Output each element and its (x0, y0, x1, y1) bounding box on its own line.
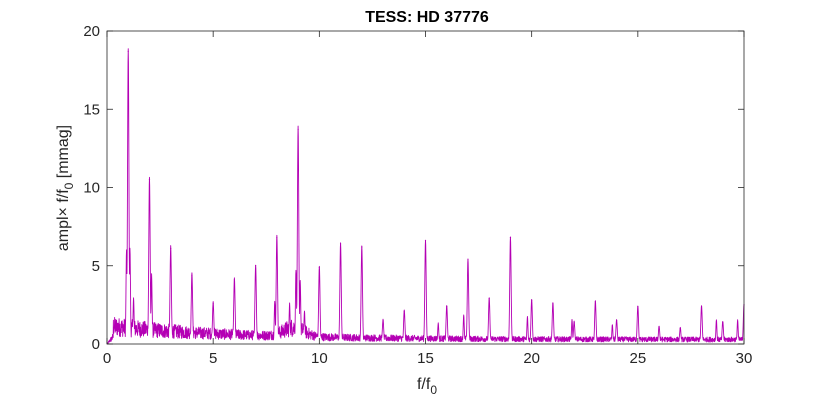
peak-point-27 (700, 305, 703, 308)
peak-point-26 (679, 327, 681, 329)
peak-point-14 (424, 240, 427, 242)
y-tick-label: 10 (83, 180, 100, 197)
peak-point-5 (233, 279, 235, 281)
peak-point-15 (446, 305, 448, 308)
peak-point-4 (212, 302, 214, 304)
peak-point-9 (318, 266, 320, 268)
peak-point-7 (276, 236, 278, 239)
x-tick-label: 25 (629, 350, 646, 367)
peak-point-21 (573, 321, 575, 323)
peak-point-23 (616, 319, 618, 322)
peak-point-6 (255, 265, 257, 267)
x-tick-label: 0 (103, 350, 111, 367)
y-axis: 0 5 10 15 20 (83, 23, 744, 353)
plot-area (107, 31, 744, 344)
peak-point-10 (339, 243, 342, 245)
peak-point-19 (531, 299, 533, 301)
peak-point-13 (403, 310, 405, 312)
peak-point-17 (488, 298, 490, 300)
x-tick-label: 20 (523, 350, 540, 367)
y-axis-label: ampl× f/f0 [mmag] (55, 125, 76, 251)
y-tick-label: 5 (92, 258, 100, 275)
y-tick-label: 15 (83, 101, 100, 118)
peak-point-1 (148, 179, 151, 181)
y-tick-label: 20 (83, 23, 100, 40)
amplitude-series (106, 48, 745, 344)
peak-point-25 (658, 326, 660, 328)
peak-point-22 (594, 301, 596, 303)
peak-point-8 (297, 128, 299, 131)
chart-title: TESS: HD 37776 (365, 9, 489, 26)
peak-point-18 (509, 236, 512, 239)
peak-point-11 (361, 246, 363, 248)
peak-point-16 (467, 258, 469, 261)
peak-point-24 (637, 305, 639, 308)
peak-point-12 (382, 319, 384, 322)
peak-point-20 (552, 302, 554, 304)
peak-point-28 (722, 321, 724, 323)
x-tick-label: 10 (311, 350, 328, 367)
peak-point-2 (170, 247, 172, 250)
y-tick-label: 0 (92, 336, 100, 353)
x-axis: 0 5 10 15 20 25 30 (103, 31, 753, 367)
x-tick-label: 30 (736, 350, 753, 367)
x-axis-label: f/f0 (417, 376, 437, 397)
x-tick-label: 5 (209, 350, 217, 367)
peak-point-0 (127, 50, 129, 52)
peak-point-3 (191, 274, 193, 276)
x-tick-label: 15 (417, 350, 434, 367)
